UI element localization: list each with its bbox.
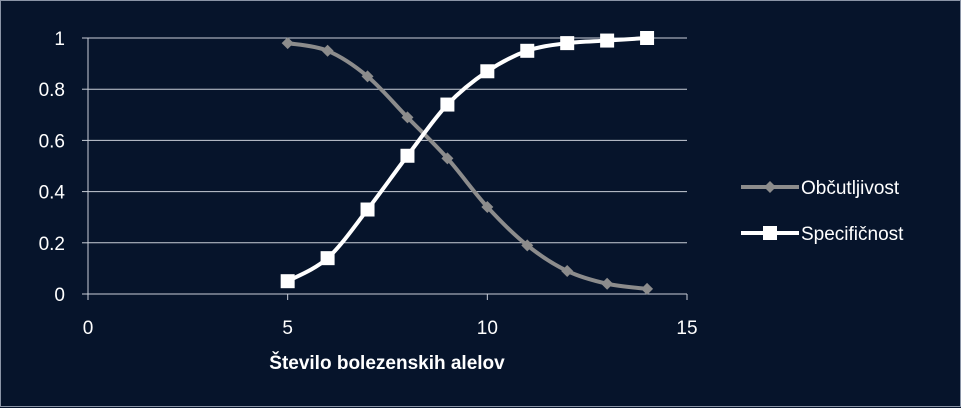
legend-swatch-marker — [764, 181, 776, 193]
data-point — [401, 111, 414, 124]
legend-item: Specifičnost — [741, 224, 904, 245]
legend-item: Občutljivost — [741, 178, 900, 199]
series-obcutljivost — [281, 37, 654, 295]
series-line — [286, 36, 648, 283]
data-point — [520, 43, 535, 58]
data-point — [321, 44, 334, 57]
data-point — [601, 277, 614, 290]
legend-swatch-marker — [763, 226, 777, 240]
legend: Občutljivost Specifičnost — [741, 178, 904, 245]
x-axis-title: Število bolezenskih alelov — [269, 352, 505, 374]
data-point — [641, 282, 654, 295]
data-point — [280, 274, 295, 289]
data-point — [400, 148, 415, 163]
data-point — [480, 64, 495, 79]
y-tick-labels: 0 0.2 0.4 0.6 0.8 1 — [39, 29, 66, 306]
series-specificnost — [280, 31, 655, 289]
data-point — [320, 251, 335, 266]
grid-lines — [88, 37, 687, 244]
y-tick-label: 1 — [54, 29, 65, 50]
y-tick-label: 0.8 — [39, 80, 65, 101]
axes — [82, 37, 688, 300]
data-point — [561, 264, 574, 277]
x-tick-label: 15 — [676, 318, 697, 339]
data-point — [281, 37, 294, 50]
data-point — [360, 202, 375, 217]
x-tick-label: 5 — [282, 318, 293, 339]
data-point — [441, 152, 454, 165]
data-point — [521, 239, 534, 252]
x-tick-label: 0 — [83, 318, 94, 339]
x-tick-label: 10 — [477, 318, 498, 339]
data-point — [640, 31, 655, 45]
data-point — [600, 33, 615, 48]
series-line — [287, 41, 648, 291]
y-tick-label: 0 — [54, 285, 65, 306]
x-tick-labels: 0 5 10 15 — [83, 318, 698, 339]
legend-label: Občutljivost — [801, 178, 900, 199]
data-point — [560, 36, 575, 51]
series — [280, 31, 655, 295]
y-tick-label: 0.6 — [39, 131, 65, 152]
y-tick-label: 0.2 — [39, 234, 65, 255]
data-point — [481, 200, 494, 213]
data-point — [361, 70, 374, 83]
y-tick-label: 0.4 — [39, 183, 66, 204]
data-point — [440, 97, 455, 112]
legend-label: Specifičnost — [801, 224, 904, 245]
